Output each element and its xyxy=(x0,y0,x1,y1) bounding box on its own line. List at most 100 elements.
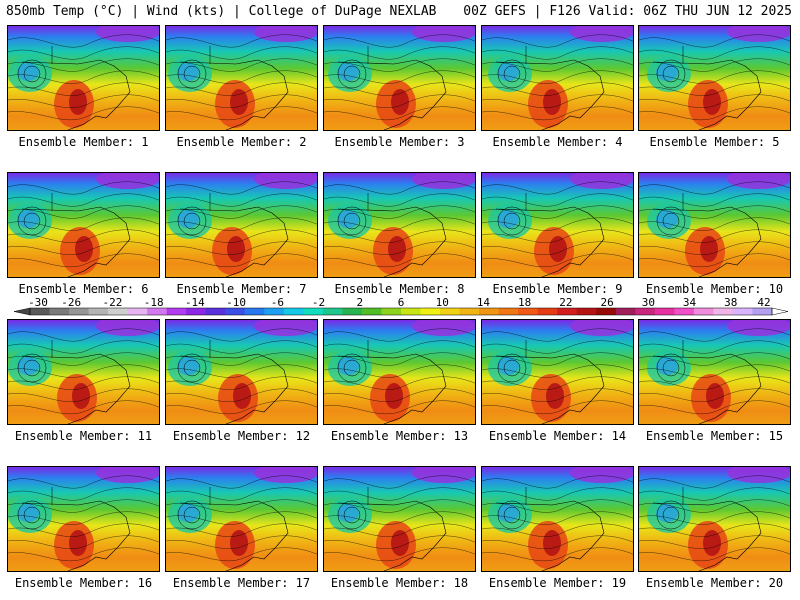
colorbar-swatch xyxy=(49,308,70,315)
colorbar-tick-label: -30 xyxy=(28,296,48,309)
temperature-map xyxy=(324,26,475,130)
ensemble-map-17 xyxy=(165,466,318,572)
temperature-map xyxy=(324,173,475,277)
colorbar-swatch xyxy=(420,308,441,315)
colorbar-tick-label: -14 xyxy=(185,296,205,309)
member-label: Ensemble Member: 19 xyxy=(488,576,627,590)
ensemble-map-2 xyxy=(165,25,318,131)
temperature-colorbar: -30 -26 -22 -18 -14 -10 -6 -2 2 6 10 14 18 22 26 30 34 38… xyxy=(13,296,789,316)
temperature-map xyxy=(482,467,633,571)
member-label: Ensemble Member: 3 xyxy=(334,135,465,149)
colorbar-swatch xyxy=(693,308,714,315)
ensemble-map-12 xyxy=(165,319,318,425)
colorbar-swatch xyxy=(264,308,285,315)
colorbar-tick-label: -18 xyxy=(144,296,164,309)
ensemble-map-18 xyxy=(323,466,476,572)
member-label: Ensemble Member: 14 xyxy=(488,429,627,443)
colorbar-high-arrow xyxy=(771,307,789,316)
temperature-map xyxy=(8,320,159,424)
temperature-map xyxy=(639,467,790,571)
colorbar-swatch xyxy=(303,308,324,315)
ensemble-map-4 xyxy=(481,25,634,131)
ensemble-map-15 xyxy=(638,319,791,425)
colorbar-swatch xyxy=(244,308,265,315)
colorbar-tick-label: 22 xyxy=(559,296,572,309)
colorbar-swatch xyxy=(557,308,578,315)
ensemble-map-11 xyxy=(7,319,160,425)
member-label: Ensemble Member: 6 xyxy=(18,282,149,296)
member-label: Ensemble Member: 18 xyxy=(330,576,469,590)
colorbar-swatch xyxy=(713,308,734,315)
ensemble-map-3 xyxy=(323,25,476,131)
member-label: Ensemble Member: 4 xyxy=(492,135,623,149)
temperature-map xyxy=(324,467,475,571)
colorbar-tick-label: 18 xyxy=(518,296,531,309)
colorbar-swatch xyxy=(166,308,187,315)
colorbar-swatch xyxy=(108,308,129,315)
member-label: Ensemble Member: 13 xyxy=(330,429,469,443)
colorbar-swatch xyxy=(147,308,168,315)
colorbar-swatch xyxy=(615,308,636,315)
colorbar-tick-label: 30 xyxy=(642,296,655,309)
ensemble-map-19 xyxy=(481,466,634,572)
temperature-map xyxy=(8,467,159,571)
colorbar-swatch xyxy=(342,308,363,315)
colorbar-tick-label: 6 xyxy=(398,296,405,309)
colorbar-swatch xyxy=(225,308,246,315)
member-label: Ensemble Member: 7 xyxy=(176,282,307,296)
colorbar-swatch xyxy=(498,308,519,315)
member-label: Ensemble Member: 20 xyxy=(645,576,784,590)
ensemble-map-14 xyxy=(481,319,634,425)
colorbar-tick-label: -6 xyxy=(271,296,284,309)
temperature-map xyxy=(166,320,317,424)
colorbar-swatch xyxy=(205,308,226,315)
temperature-map xyxy=(166,26,317,130)
colorbar-swatch xyxy=(88,308,109,315)
colorbar-swatch xyxy=(381,308,402,315)
colorbar-swatch xyxy=(30,308,51,315)
colorbar-tick-label: -26 xyxy=(61,296,81,309)
colorbar-swatch xyxy=(69,308,90,315)
member-label: Ensemble Member: 17 xyxy=(172,576,311,590)
temperature-map xyxy=(166,173,317,277)
colorbar-swatch xyxy=(127,308,148,315)
colorbar-tick-label: -10 xyxy=(226,296,246,309)
member-label: Ensemble Member: 10 xyxy=(645,282,784,296)
colorbar-swatch xyxy=(459,308,480,315)
colorbar-swatch xyxy=(654,308,675,315)
colorbar-swatch xyxy=(635,308,656,315)
colorbar-swatch xyxy=(518,308,539,315)
member-label: Ensemble Member: 11 xyxy=(14,429,153,443)
colorbar-tick-label: 42 xyxy=(757,296,770,309)
colorbar-swatch xyxy=(283,308,304,315)
colorbar-tick-label: 34 xyxy=(683,296,697,309)
ensemble-map-16 xyxy=(7,466,160,572)
ensemble-map-1 xyxy=(7,25,160,131)
colorbar-tick-label: 14 xyxy=(477,296,491,309)
ensemble-map-9 xyxy=(481,172,634,278)
temperature-map xyxy=(8,26,159,130)
member-label: Ensemble Member: 2 xyxy=(176,135,307,149)
member-label: Ensemble Member: 15 xyxy=(645,429,784,443)
ensemble-map-20 xyxy=(638,466,791,572)
colorbar-swatch xyxy=(752,308,773,315)
temperature-map xyxy=(482,320,633,424)
header-valid-time: 00Z GEFS | F126 Valid: 06Z THU JUN 12 20… xyxy=(463,4,792,19)
member-label: Ensemble Member: 12 xyxy=(172,429,311,443)
member-label: Ensemble Member: 5 xyxy=(649,135,780,149)
colorbar-swatch xyxy=(596,308,617,315)
member-label: Ensemble Member: 8 xyxy=(334,282,465,296)
temperature-map xyxy=(324,320,475,424)
colorbar-swatch xyxy=(732,308,753,315)
colorbar-low-arrow xyxy=(13,307,31,316)
member-label: Ensemble Member: 9 xyxy=(492,282,623,296)
colorbar-tick-label: 2 xyxy=(356,296,363,309)
ensemble-map-6 xyxy=(7,172,160,278)
colorbar-swatch xyxy=(361,308,382,315)
colorbar-tick-label: 38 xyxy=(724,296,737,309)
temperature-map xyxy=(639,173,790,277)
ensemble-map-13 xyxy=(323,319,476,425)
temperature-map xyxy=(482,26,633,130)
colorbar-swatch xyxy=(674,308,695,315)
colorbar-swatch xyxy=(401,308,422,315)
